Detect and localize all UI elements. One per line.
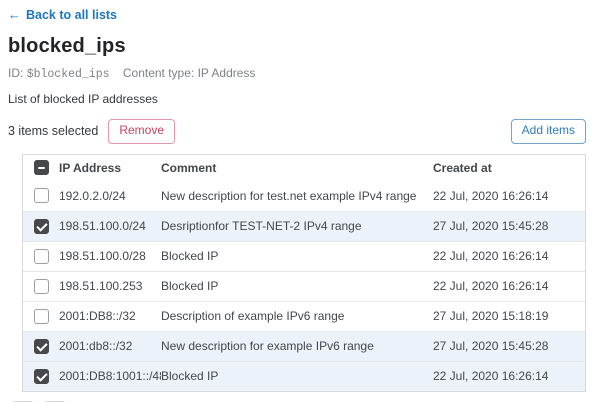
id-label: ID:: [8, 66, 24, 80]
list-meta: ID: $blocked_ips Content type: IP Addres…: [8, 66, 600, 81]
column-header-comment: Comment: [161, 160, 217, 175]
table-row[interactable]: 192.0.2.0/24 New description for test.ne…: [23, 181, 585, 211]
remove-button[interactable]: Remove: [108, 119, 176, 144]
row-checkbox[interactable]: [33, 218, 49, 234]
table-body: 192.0.2.0/24 New description for test.ne…: [23, 181, 585, 391]
comment-cell: New description for example IPv6 range: [161, 339, 374, 354]
row-checkbox[interactable]: [33, 308, 49, 324]
table-row[interactable]: 2001:db8::/32 New description for exampl…: [23, 330, 585, 361]
table-row[interactable]: 198.51.100.0/28 Blocked IP 22 Jul, 2020 …: [23, 240, 585, 271]
toolbar: 3 items selected Remove Add items: [8, 119, 600, 144]
page-title: blocked_ips: [8, 35, 126, 57]
table-row[interactable]: 198.51.100.0/24 Desriptionfor TEST-NET-2…: [23, 210, 585, 241]
back-link[interactable]: ← Back to all lists: [8, 7, 117, 22]
created-at-cell: 27 Jul, 2020 15:45:28: [433, 219, 549, 234]
id-value: $blocked_ips: [26, 68, 110, 81]
column-header-created: Created at: [433, 160, 492, 175]
row-checkbox[interactable]: [33, 278, 49, 294]
created-at-cell: 27 Jul, 2020 15:18:19: [433, 309, 549, 324]
row-checkbox[interactable]: [33, 248, 49, 264]
created-at-cell: 27 Jul, 2020 15:45:28: [433, 339, 549, 354]
comment-cell: Desriptionfor TEST-NET-2 IPv4 range: [161, 219, 362, 234]
comment-cell: Blocked IP: [161, 249, 219, 264]
table-row[interactable]: 198.51.100.253 Blocked IP 22 Jul, 2020 1…: [23, 270, 585, 301]
ip-address-cell: 2001:db8::/32: [59, 339, 133, 354]
row-checkbox[interactable]: [33, 368, 49, 384]
created-at-cell: 22 Jul, 2020 16:26:14: [433, 188, 549, 203]
content-type-label: Content type:: [122, 66, 195, 80]
list-description: List of blocked IP addresses: [8, 92, 158, 106]
add-items-button[interactable]: Add items: [510, 119, 586, 144]
comment-cell: Blocked IP: [161, 279, 219, 294]
back-link-label: Back to all lists: [26, 7, 118, 22]
ip-address-cell: 2001:DB8:1001::/48: [59, 369, 161, 384]
select-all-checkbox[interactable]: [33, 160, 49, 176]
comment-cell: Blocked IP: [161, 369, 219, 384]
comment-cell: New description for test.net example IPv…: [161, 188, 417, 203]
ip-address-cell: 198.51.100.253: [59, 279, 143, 294]
column-header-ip: IP Address: [59, 160, 122, 175]
comment-cell: Description of example IPv6 range: [161, 309, 345, 324]
selected-count: 3 items selected: [8, 124, 99, 139]
content-type-value: IP Address: [197, 66, 256, 80]
created-at-cell: 22 Jul, 2020 16:26:14: [433, 249, 549, 264]
ip-address-cell: 198.51.100.0/24: [59, 219, 146, 234]
ip-address-cell: 2001:DB8::/32: [59, 309, 136, 324]
ip-address-cell: 192.0.2.0/24: [59, 188, 126, 203]
row-checkbox[interactable]: [33, 338, 49, 354]
back-arrow-icon: ←: [8, 7, 21, 22]
created-at-cell: 22 Jul, 2020 16:26:14: [433, 279, 549, 294]
ip-address-cell: 198.51.100.0/28: [59, 249, 146, 264]
pagination: ‹ › 1–7 of 7 items: [10, 400, 600, 402]
table-row[interactable]: 2001:DB8:1001::/48 Blocked IP 22 Jul, 20…: [23, 360, 585, 391]
table-header-row: IP Address Comment Created at: [23, 155, 585, 181]
ip-table: IP Address Comment Created at 192.0.2.0/…: [22, 153, 586, 392]
row-checkbox[interactable]: [33, 188, 49, 204]
created-at-cell: 22 Jul, 2020 16:26:14: [433, 369, 549, 384]
table-row[interactable]: 2001:DB8::/32 Description of example IPv…: [23, 300, 585, 331]
